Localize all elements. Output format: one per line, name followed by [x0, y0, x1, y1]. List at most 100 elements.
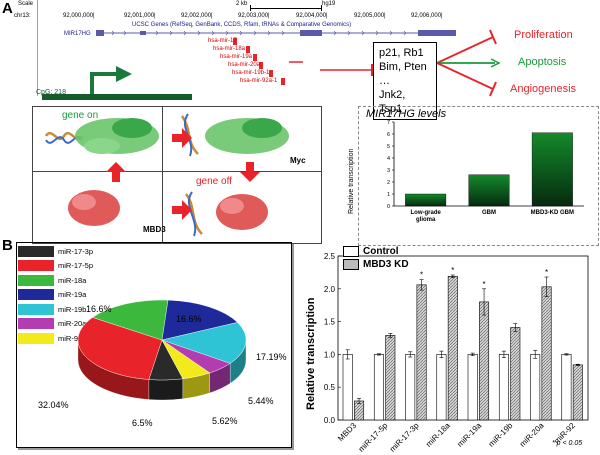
y-tick-label: 1 [387, 192, 390, 198]
myc-label: Myc [290, 156, 306, 165]
pie-value-label: 5.62% [212, 416, 238, 426]
bar-control [498, 354, 509, 421]
mir-marker-19b [269, 70, 273, 77]
scalebar [250, 8, 322, 9]
mir-label-19a: hsa-mir-19a [220, 54, 253, 60]
arrow-up-left [106, 162, 126, 182]
pie-value-label: 6.5% [132, 418, 153, 428]
significance-star: * [483, 280, 486, 289]
significance-star: * [420, 271, 423, 280]
scale-label: Scale [18, 1, 34, 7]
bar-mbd3-kd [385, 335, 396, 421]
y-tick-label: 2.0 [324, 285, 336, 294]
legend-swatch-kd [343, 259, 359, 270]
mir-label-18a: hsa-mir-18a [213, 46, 246, 52]
proliferation-line [436, 36, 494, 64]
pie-frame [16, 242, 292, 448]
pie-value-label: 16.6% [86, 304, 112, 314]
outcome-proliferation: Proliferation [514, 29, 573, 41]
cpg-island [42, 94, 192, 100]
gene-off-label: gene off [196, 176, 232, 187]
legend-swatch [18, 260, 54, 272]
legend-label: miR-17-3p [58, 246, 94, 256]
coord-1: 92,000,000| [63, 13, 95, 19]
gene-exon-4 [418, 30, 456, 36]
pie-legend-item: miR-18a [18, 273, 93, 288]
x-tick-label: MBD3-KD GBM [531, 210, 574, 216]
model-divider-h [32, 171, 321, 172]
y-tick-label: 2.5 [324, 252, 336, 261]
pvalue-note: * p < 0.05 [552, 440, 583, 447]
significance-star: * [451, 266, 454, 275]
pie-value-label: 17.19% [256, 352, 287, 362]
mbd3-protein-2 [216, 194, 268, 230]
y-tick-label: 0.0 [324, 416, 336, 425]
bar-control [530, 354, 541, 421]
pie-slice [92, 299, 169, 341]
pie-legend-item: miR-17-5p [18, 259, 93, 274]
mbd3-label: MBD3 [143, 225, 166, 234]
pie-value-label: 5.44% [248, 396, 274, 406]
legend-label: miR-19b [58, 304, 87, 314]
y-tick-label: 0.5 [324, 383, 336, 392]
model-art [44, 113, 289, 237]
y-tick-label: 2 [387, 180, 390, 186]
plot-frame [337, 255, 589, 421]
legend-label: miR-20a [58, 319, 87, 329]
y-tick-label: 1.0 [324, 350, 336, 359]
pie-legend-item: miR-19a [18, 288, 93, 303]
mir-marker-19a [253, 54, 257, 61]
x-tick-label: Low-grade glioma [410, 210, 441, 223]
proliferation-bar [489, 29, 497, 45]
pie-slice [161, 299, 238, 341]
legend-swatch [18, 332, 54, 344]
legend-swatch-control [343, 246, 359, 257]
bar-mbd3-kd [416, 284, 427, 421]
coord-5: 92,004,000| [296, 13, 328, 19]
levels-chart-title: MIR17HG levels [366, 108, 447, 120]
y-tick-label: 1.5 [324, 318, 336, 327]
x-tick-label: miR-17-3p [388, 421, 421, 454]
gene-track [42, 30, 456, 100]
y-tick-label: 3 [387, 168, 390, 174]
myc-protein-1b [112, 118, 152, 138]
gene-name: MIR17HG [64, 31, 91, 37]
legend-swatch [18, 274, 54, 286]
y-tick-label: 7 [387, 120, 390, 126]
bar-mbd3-kd [479, 301, 490, 421]
legend-swatch [18, 318, 54, 330]
legend-label: MBD3 KD [363, 259, 409, 270]
coord-4: 92,003,000| [238, 13, 270, 19]
myc-protein-2b [242, 118, 282, 138]
mir-marker-20a [259, 62, 263, 69]
cpg-label: CpG: 218 [36, 89, 66, 96]
pie-legend-item: miR-92 [18, 331, 93, 346]
scalebar-label: 2 kb [236, 1, 248, 7]
apoptosis-arrowhead [490, 58, 501, 68]
pie-chart: 6.5% 32.04% 16.6% 16.6% 17.19% 5.44% 5.62% [38, 299, 287, 428]
arrow-right-bottom [172, 200, 192, 220]
arrow-right-top [172, 128, 192, 148]
mir-label-92a: hsa-mir-92a-1 [240, 78, 278, 84]
mbd3-protein-1b [72, 194, 96, 210]
dna-helix-3 [184, 193, 203, 235]
track-title: UCSC Genes (RefSeq, GenBank, CCDS, Rfam,… [132, 22, 352, 28]
levels-chart-frame [358, 106, 599, 246]
legend-label: miR-18a [58, 275, 87, 285]
mbd3-protein-2b [220, 198, 244, 214]
legend-label: Control [363, 246, 399, 257]
bar-legend-item: MBD3 KD [343, 258, 409, 271]
mir-label-20a: hsa-mir-20a [228, 62, 261, 68]
browser-left-edge [37, 0, 38, 96]
outcome-angiogenesis: Angiogenesis [510, 83, 577, 95]
dna-helix-3b [187, 191, 197, 237]
myc-protein-1c [84, 138, 120, 154]
legend-swatch [18, 289, 54, 301]
bar-legend: Control MBD3 KD [343, 245, 409, 271]
pie-slice-side [148, 378, 184, 401]
bar-control [342, 354, 353, 421]
angiogenesis-line [436, 62, 494, 90]
bar-legend-item: Control [343, 245, 409, 258]
targets-line-2: Bim, Pten … [379, 61, 427, 87]
